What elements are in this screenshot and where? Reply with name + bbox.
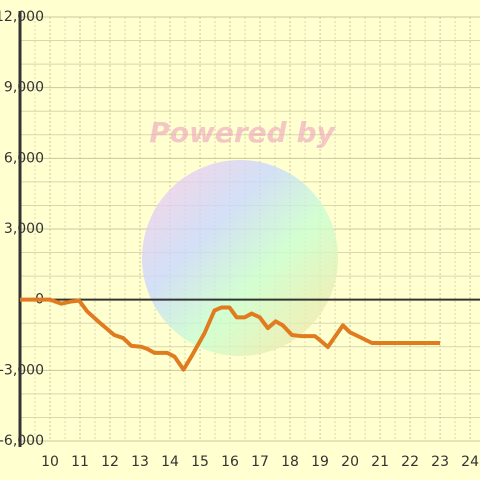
x-tick-label: 16: [221, 454, 239, 470]
plot: -6,000-3,00003,0006,0009,00012,000101112…: [0, 9, 480, 470]
y-tick-label: -6,000: [0, 433, 44, 449]
x-tick-label: 21: [371, 454, 389, 470]
x-tick-label: 17: [251, 454, 269, 470]
x-tick-label: 13: [131, 454, 149, 470]
y-tick-label: 9,000: [4, 80, 44, 96]
x-tick-label: 12: [101, 454, 119, 470]
x-tick-label: 18: [281, 454, 299, 470]
data-line: [20, 297, 441, 372]
x-tick-label: 22: [401, 454, 419, 470]
x-tick-label: 23: [431, 454, 449, 470]
x-tick-label: 15: [191, 454, 209, 470]
y-tick-label: 6,000: [4, 150, 44, 166]
x-tick-label: 24: [461, 454, 479, 470]
watermark-text: Powered by: [149, 116, 336, 149]
y-tick-label: -3,000: [0, 362, 44, 378]
x-tick-label: 11: [71, 454, 89, 470]
x-tick-label: 10: [41, 454, 59, 470]
y-tick-label: 12,000: [0, 9, 44, 25]
x-tick-label: 19: [311, 454, 329, 470]
x-tick-label: 14: [161, 454, 179, 470]
y-tick-label: 3,000: [4, 221, 44, 237]
watermark-logo: [142, 160, 338, 356]
x-tick-label: 20: [341, 454, 359, 470]
